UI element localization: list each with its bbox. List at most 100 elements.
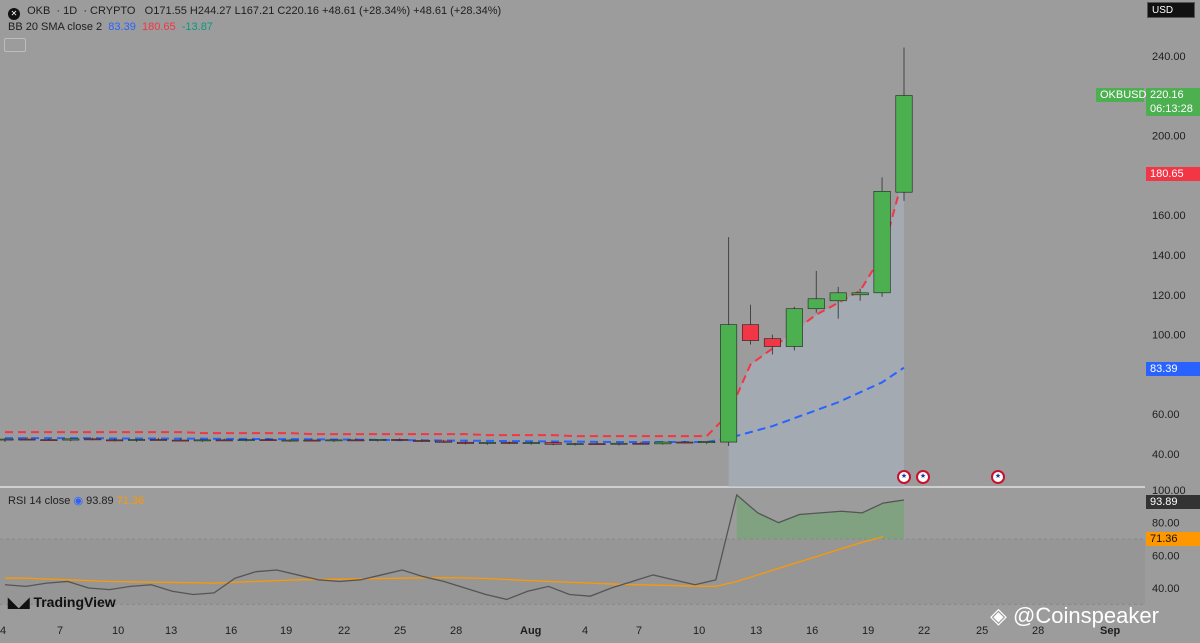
exchange: CRYPTO	[90, 5, 136, 17]
candle-body	[435, 440, 453, 443]
price-axis-label: 240.00	[1152, 51, 1186, 63]
bb-upper-line	[5, 173, 905, 438]
rsi-header[interactable]: RSI 14 close ◉ 93.89 71.36	[8, 494, 144, 507]
tradingview-text: TradingView	[33, 594, 116, 610]
price-axis-label: 200.00	[1152, 131, 1186, 143]
rsi-band	[0, 539, 1145, 605]
okb-logo-icon: ✕	[8, 8, 20, 20]
time-axis-label: 7	[636, 625, 642, 637]
time-axis-label: 10	[693, 625, 705, 637]
bb-indicator-header[interactable]: BB 20 SMA close 2 83.39 180.65 -13.87	[8, 21, 213, 33]
candle-body	[193, 439, 211, 442]
currency-select[interactable]: USD	[1147, 2, 1195, 18]
watermark: ◈ @Coinspeaker	[990, 603, 1159, 629]
candle-body	[873, 191, 891, 294]
candle-body	[522, 442, 540, 444]
price-axis-label: 160.00	[1152, 210, 1186, 222]
rsi-axis-label: 100.00	[1152, 485, 1186, 497]
rsi-label: RSI 14 close	[8, 495, 71, 507]
time-axis-label: Sep	[1100, 625, 1120, 637]
rsi-overbought-fill	[736, 494, 904, 539]
candle-body	[720, 324, 738, 443]
candle-body	[544, 442, 562, 445]
us-event-flag-icon[interactable]: ★	[991, 470, 1005, 484]
last-price-tag: 220.16	[1146, 88, 1200, 102]
candle-body	[829, 292, 847, 302]
candle-body	[610, 442, 628, 445]
time-axis-label: 13	[750, 625, 762, 637]
us-event-flag-icon[interactable]: ★	[916, 470, 930, 484]
time-axis-label: 4	[0, 625, 6, 637]
price-axis-label: 120.00	[1152, 290, 1186, 302]
candle-body	[237, 439, 255, 441]
time-axis-label: 22	[918, 625, 930, 637]
symbol-name[interactable]: OKB	[27, 5, 51, 17]
rsi-line	[4, 493, 905, 601]
time-axis-label: 4	[582, 625, 588, 637]
rsi-value: 93.89	[86, 495, 114, 507]
candle-body	[807, 298, 825, 310]
candle-body	[851, 292, 869, 296]
bb-label: BB 20 SMA close 2	[8, 21, 103, 33]
price-axis-label: 40.00	[1152, 449, 1180, 461]
bb-mid-tag: 83.39	[1146, 362, 1200, 376]
bb-mid-line	[5, 366, 905, 444]
time-axis-label: 19	[862, 625, 874, 637]
bb-lower-value: -13.87	[181, 21, 213, 33]
candle-body	[84, 438, 102, 441]
candle-body	[106, 439, 124, 442]
time-axis-label: 16	[225, 625, 237, 637]
candle-body	[500, 442, 518, 444]
price-axis-label: 100.00	[1152, 330, 1186, 342]
rsi-settings-icon[interactable]: ◉	[73, 495, 84, 507]
binance-icon: ◈	[990, 603, 1007, 628]
candle-body	[698, 441, 716, 443]
interval[interactable]: 1D	[63, 5, 78, 17]
candle-body	[895, 95, 913, 193]
candle-body	[128, 439, 146, 441]
time-axis-label: 28	[1032, 625, 1044, 637]
candle-body	[588, 443, 606, 445]
candle-body	[785, 308, 803, 347]
candle-body	[171, 439, 189, 442]
candle-body	[281, 439, 299, 442]
time-axis-label: 25	[394, 625, 406, 637]
tradingview-logo: ◣◢ TradingView	[8, 594, 116, 611]
countdown-tag: 06:13:28	[1146, 102, 1200, 116]
collapse-legend-button[interactable]	[4, 38, 26, 52]
us-event-flag-icon[interactable]: ★	[897, 470, 911, 484]
candle-body	[40, 439, 58, 441]
time-axis-label: 22	[338, 625, 350, 637]
candle-body	[369, 439, 387, 441]
rsi-ma-value: 71.36	[116, 495, 145, 507]
rsi-axis-label: 40.00	[1152, 583, 1180, 595]
candle-body	[391, 439, 409, 441]
symbol-tag: OKBUSD	[1096, 88, 1146, 102]
bb-upper-tag: 180.65	[1146, 167, 1200, 181]
ohlc-values: O171.55 H244.27 L167.21 C220.16 +48.61 (…	[144, 5, 502, 17]
time-axis-label: 7	[57, 625, 63, 637]
candle-body	[763, 338, 781, 347]
candle-body	[149, 439, 168, 441]
candle-body	[456, 441, 474, 444]
time-axis-label: 19	[280, 625, 292, 637]
rsi-axis-label: 60.00	[1152, 550, 1180, 562]
candle-body	[566, 443, 584, 445]
tradingview-logo-icon: ◣◢	[8, 594, 30, 610]
candle-body	[259, 439, 277, 441]
candle-body	[676, 441, 694, 444]
symbol-header: ✕ OKB · 1D · CRYPTO O171.55 H244.27 L167…	[8, 5, 501, 20]
candle-body	[325, 439, 343, 442]
candle-body	[62, 438, 80, 441]
candle-body	[741, 324, 760, 341]
time-axis-label: 10	[112, 625, 124, 637]
price-axis-label: 140.00	[1152, 250, 1186, 262]
candle-body	[347, 439, 365, 442]
rsi-axis-label: 80.00	[1152, 518, 1180, 530]
time-axis-label: 13	[165, 625, 177, 637]
candle-body	[632, 442, 650, 445]
candle-body	[413, 440, 431, 442]
bb-fill	[728, 174, 904, 487]
candle-body	[0, 438, 14, 441]
